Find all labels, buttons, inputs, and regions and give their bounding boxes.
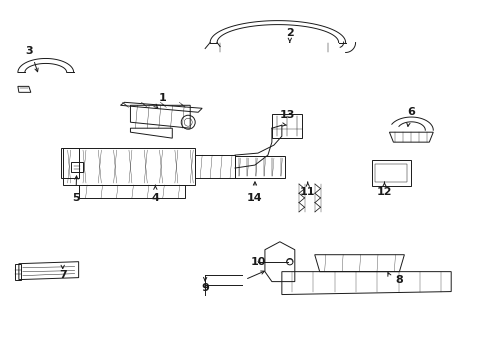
- Text: 2: 2: [285, 28, 293, 37]
- Text: 5: 5: [72, 193, 80, 203]
- Text: 1: 1: [158, 93, 166, 103]
- Text: 7: 7: [59, 270, 66, 280]
- Text: 8: 8: [395, 275, 403, 285]
- Text: 13: 13: [280, 110, 295, 120]
- Text: 10: 10: [250, 257, 265, 267]
- Text: 3: 3: [25, 45, 33, 55]
- Text: 4: 4: [151, 193, 159, 203]
- Text: 12: 12: [376, 187, 391, 197]
- Text: 9: 9: [201, 283, 209, 293]
- Text: 6: 6: [407, 107, 414, 117]
- Text: 11: 11: [300, 187, 315, 197]
- Text: 14: 14: [246, 193, 262, 203]
